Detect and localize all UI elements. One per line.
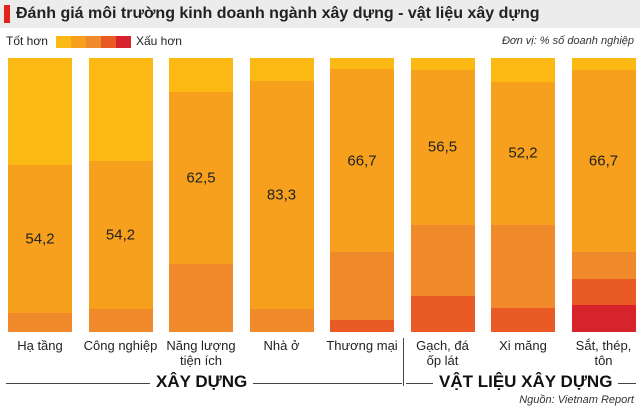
bar-segment xyxy=(88,58,153,161)
bar-segment xyxy=(330,320,394,332)
bar-segment xyxy=(491,224,555,309)
data-label: 56,5 xyxy=(427,138,458,156)
x-tick-label: Sắt, thép, tôn xyxy=(575,338,632,368)
x-tick-label: Gạch, đá ốp lát xyxy=(416,338,469,368)
bar-segment xyxy=(169,92,233,264)
bar-segment xyxy=(8,313,72,332)
bar-segment xyxy=(410,58,475,70)
data-label: 52,2 xyxy=(508,144,538,162)
data-label: 54,2 xyxy=(105,226,136,244)
bar-segment xyxy=(169,263,233,332)
legend-swatch xyxy=(116,36,131,48)
bar-segment xyxy=(571,69,636,253)
data-label: 54,2 xyxy=(25,230,55,248)
bar-segment xyxy=(410,69,475,225)
legend-start: Tốt hơn xyxy=(6,34,48,48)
group-label: VẬT LIỆU XÂY DỰNG xyxy=(433,372,619,392)
bar-segment xyxy=(88,160,153,310)
bar-segment xyxy=(249,309,314,332)
data-label: 66,7 xyxy=(347,152,377,170)
bar-segment xyxy=(88,309,153,332)
title-accent xyxy=(4,5,10,23)
bar-segment xyxy=(249,58,314,82)
data-label: 66,7 xyxy=(588,152,619,170)
legend-swatch xyxy=(86,36,101,48)
bar-segment xyxy=(8,58,72,165)
x-tick-label: Nhà ở xyxy=(263,338,300,353)
data-label: 83,3 xyxy=(266,186,297,204)
bar-segment xyxy=(330,251,394,321)
x-tick-label: Thương mại xyxy=(326,338,398,353)
bar-segment xyxy=(491,81,555,225)
bar-segment xyxy=(571,305,636,332)
chart-title: Đánh giá môi trường kinh doanh ngành xây… xyxy=(0,0,640,28)
source: Nguồn: Vietnam Report xyxy=(519,394,634,406)
bar-segment xyxy=(571,278,636,306)
bar-segment xyxy=(491,308,555,332)
bar-segment xyxy=(330,58,394,70)
bar-segment xyxy=(571,252,636,279)
x-tick-label: Công nghiệp xyxy=(83,338,158,353)
group-label: XÂY DỰNG xyxy=(150,372,254,392)
legend-swatch xyxy=(56,36,71,48)
unit-note: Đơn vị: % số doanh nghiệp xyxy=(501,35,634,47)
x-tick-label: Năng lượng tiện ích xyxy=(166,338,236,368)
bar-segment xyxy=(249,81,314,310)
legend-swatch xyxy=(101,36,116,48)
legend-end: Xấu hơn xyxy=(136,34,182,48)
group-divider xyxy=(403,338,404,386)
data-label: 62,5 xyxy=(186,169,216,187)
bar-segment xyxy=(491,58,555,82)
legend-swatch xyxy=(71,36,86,48)
x-tick-label: Hạ tầng xyxy=(17,338,63,353)
bar-segment xyxy=(571,58,636,70)
bar-segment xyxy=(8,164,72,314)
bar-segment xyxy=(169,58,233,93)
bar-segment xyxy=(410,296,475,332)
bar-segment xyxy=(330,69,394,252)
bar-segment xyxy=(410,224,475,297)
x-tick-label: Xi măng xyxy=(499,338,547,353)
